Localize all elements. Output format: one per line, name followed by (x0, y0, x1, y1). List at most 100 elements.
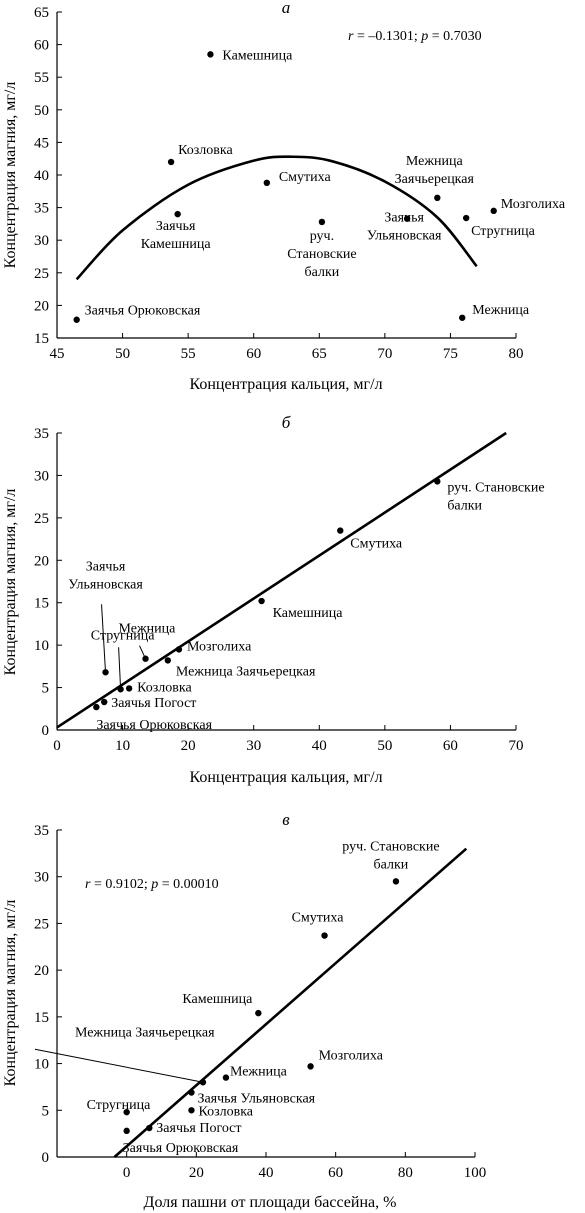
y-tick-label: 30 (34, 233, 49, 249)
x-tick-label: 40 (312, 738, 327, 754)
point-label: Камешница (222, 48, 293, 63)
point-label: Заячья Орюковская (96, 718, 212, 733)
y-tick-label: 20 (34, 553, 49, 569)
panel-letter: а (282, 0, 291, 17)
point-label: Мозголиха (319, 1048, 384, 1063)
point-label: Межница (472, 303, 530, 318)
y-tick-label: 40 (34, 168, 49, 184)
x-tick-label: 55 (181, 346, 196, 362)
point-label: Межница (406, 154, 464, 169)
y-axis-title: Концентрация магния, мг/л (2, 900, 19, 1087)
y-axis-title: Концентрация магния, мг/л (2, 82, 19, 269)
x-tick-label: 70 (509, 738, 524, 754)
data-point (123, 1127, 130, 1135)
y-tick-label: 25 (34, 511, 49, 527)
x-tick-label: 30 (246, 738, 261, 754)
y-tick-label: 30 (34, 468, 49, 484)
point-label: Межница (230, 1065, 288, 1080)
y-tick-label: 15 (34, 331, 49, 347)
point-label: Ульяновская (367, 229, 442, 244)
leader-line (101, 604, 107, 673)
y-tick-label: 35 (34, 823, 49, 839)
y-tick-label: 30 (34, 870, 49, 886)
point-label: Смутиха (350, 537, 403, 552)
y-tick-label: 60 (34, 38, 49, 54)
stat-annotation: r = 0.9102; p = 0.00010 (85, 877, 219, 892)
point-label: Камешница (182, 992, 253, 1007)
data-point (321, 932, 328, 939)
x-tick-label: 60 (246, 346, 261, 362)
data-point (174, 210, 181, 218)
y-tick-label: 50 (34, 103, 49, 119)
data-point (318, 218, 326, 226)
x-tick-label: 40 (259, 1165, 274, 1181)
y-tick-label: 10 (34, 638, 49, 654)
x-tick-label: 100 (464, 1165, 487, 1181)
y-tick-label: 15 (34, 1010, 49, 1026)
point-label: Смутиха (279, 170, 332, 185)
x-tick-label: 65 (312, 346, 327, 362)
data-point (490, 207, 497, 215)
point-label: Межница Заячьерецкая (176, 664, 316, 679)
fit-line (56, 431, 507, 729)
y-tick-label: 20 (34, 298, 49, 314)
x-axis-title: Концентрация кальция, мг/л (189, 376, 382, 393)
point-label: Заячья (86, 559, 126, 574)
y-tick-label: 0 (42, 1150, 50, 1166)
data-point (255, 1009, 262, 1017)
y-tick-label: 35 (34, 426, 49, 442)
stat-annotation: r = –0.1301; p = 0.7030 (348, 29, 482, 44)
point-label: Козловка (137, 680, 192, 695)
point-label: Заячья Ульяновская (197, 1092, 315, 1107)
data-point (146, 1124, 153, 1132)
point-label: балки (447, 498, 482, 513)
data-point (434, 194, 441, 202)
data-point (307, 1063, 314, 1070)
point-label: Стругница (87, 1098, 151, 1113)
data-point (73, 316, 80, 323)
fit-line (75, 155, 478, 281)
data-point (164, 657, 172, 664)
y-tick-label: 5 (42, 681, 50, 697)
y-tick-label: 5 (42, 1103, 50, 1119)
y-tick-label: 25 (34, 266, 49, 282)
x-tick-label: 75 (443, 346, 458, 362)
y-tick-label: 10 (34, 1057, 49, 1073)
fit-line (113, 847, 468, 1158)
data-point (125, 685, 133, 692)
data-point (117, 686, 124, 693)
point-label: руч. Становские (447, 480, 544, 495)
point-label: Стругница (471, 224, 535, 239)
y-tick-label: 35 (34, 201, 49, 217)
leader-line (118, 647, 122, 690)
x-axis-title: Доля пашни от площади бассейна, % (144, 1194, 397, 1211)
chart-panel-2: 0 5 10 15 20 25 30 35 0 10 20 30 40 50 60 70 Концентраци… (2, 413, 545, 786)
data-point (434, 478, 441, 485)
point-label: Камешница (141, 237, 212, 252)
data-point (222, 1074, 230, 1081)
point-label: Становские (287, 247, 356, 262)
point-label: Камешница (273, 606, 344, 621)
y-tick-label: 65 (34, 5, 49, 21)
data-point (123, 1108, 130, 1116)
point-label: руч. Становские (342, 839, 439, 854)
data-point (462, 214, 470, 222)
x-tick-label: 0 (53, 738, 61, 754)
point-label: Заячья Погост (111, 696, 196, 711)
point-label: Межница (119, 622, 177, 637)
data-point (258, 597, 265, 605)
point-label: Мозголиха (187, 639, 252, 654)
data-point (337, 527, 344, 534)
y-tick-label: 45 (34, 135, 49, 151)
x-tick-label: 60 (443, 738, 458, 754)
point-label: Заячьерецкая (395, 172, 475, 187)
data-point (199, 1079, 207, 1086)
data-point (167, 158, 175, 166)
point-label: Заячья Погост (156, 1121, 241, 1136)
panel-letter: в (282, 810, 290, 829)
point-label: Заячья (384, 211, 424, 226)
leader-line (139, 645, 146, 659)
data-point (263, 179, 271, 187)
point-label: Мозголиха (501, 197, 566, 212)
